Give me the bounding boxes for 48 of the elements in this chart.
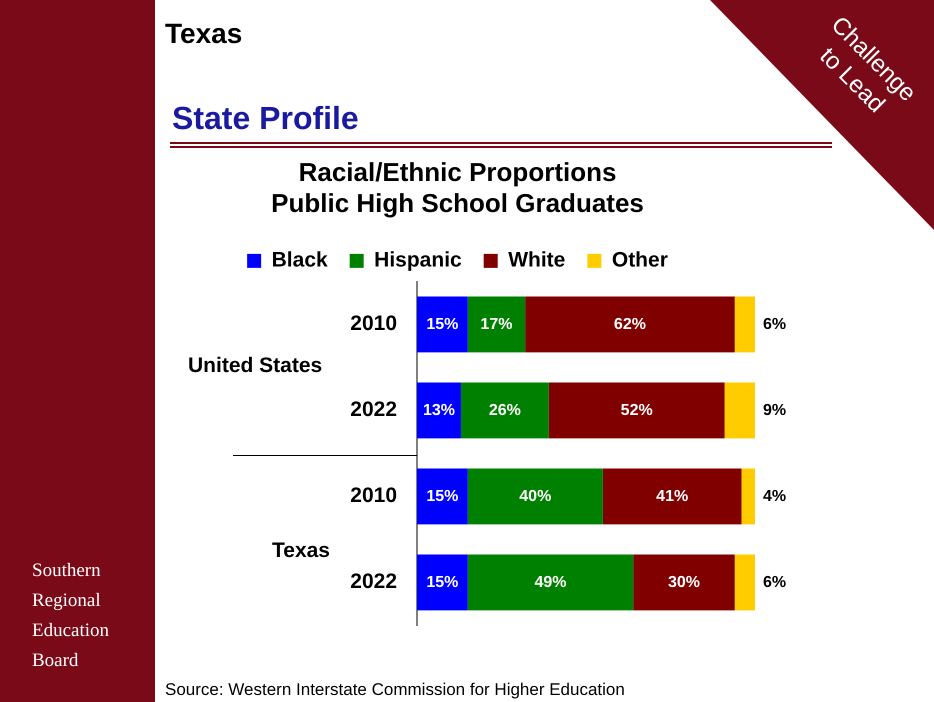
data-label: 15% <box>426 316 458 333</box>
bar <box>602 468 742 524</box>
bar <box>548 382 725 438</box>
text: Public High School Graduates <box>271 188 644 218</box>
data-label: 6% <box>763 574 786 591</box>
data-label: 6% <box>763 316 786 333</box>
data-label: 13% <box>422 402 455 419</box>
data-label: 49% <box>534 574 567 591</box>
data-label: 26% <box>488 402 521 419</box>
bar <box>460 382 549 438</box>
text: Texas <box>272 539 330 563</box>
bar <box>633 554 735 610</box>
y-tick-label: 2022 <box>350 398 397 422</box>
data-label: 62% <box>614 316 646 333</box>
bar <box>734 296 755 352</box>
bar <box>468 554 634 610</box>
data-label: 17% <box>480 316 512 333</box>
bar <box>734 554 755 610</box>
data-label: 52% <box>620 402 653 419</box>
bar <box>417 468 468 524</box>
data-label: 30% <box>668 574 700 591</box>
data-label: 15% <box>426 574 458 591</box>
bar <box>741 468 755 524</box>
bar <box>417 382 461 438</box>
text: State Profile <box>172 100 359 137</box>
text: Texas <box>165 18 242 50</box>
source-note: Source: Western Interstate Commission for Higher Education <box>165 680 625 700</box>
bar <box>417 296 468 352</box>
text: United States <box>188 354 322 378</box>
data-label: 15% <box>426 488 458 505</box>
legend-label: Other <box>612 248 668 272</box>
data-label: 9% <box>763 402 786 419</box>
legend-label: White <box>508 248 566 272</box>
y-tick-label: 2022 <box>350 570 397 594</box>
text: Southern Regional Education Board <box>32 559 110 673</box>
data-label: 40% <box>519 488 552 505</box>
data-label: 41% <box>656 488 688 505</box>
bar <box>468 296 526 352</box>
bar <box>525 296 735 352</box>
bar <box>417 554 468 610</box>
text: Racial/Ethnic Proportions <box>298 156 616 187</box>
data-label: 4% <box>763 488 786 505</box>
legend-label: Black <box>272 248 328 272</box>
legend-label: Hispanic <box>374 248 462 272</box>
bar <box>468 468 603 524</box>
y-tick-label: 2010 <box>350 312 397 336</box>
bar <box>724 382 755 438</box>
y-tick-label: 2010 <box>350 484 397 508</box>
